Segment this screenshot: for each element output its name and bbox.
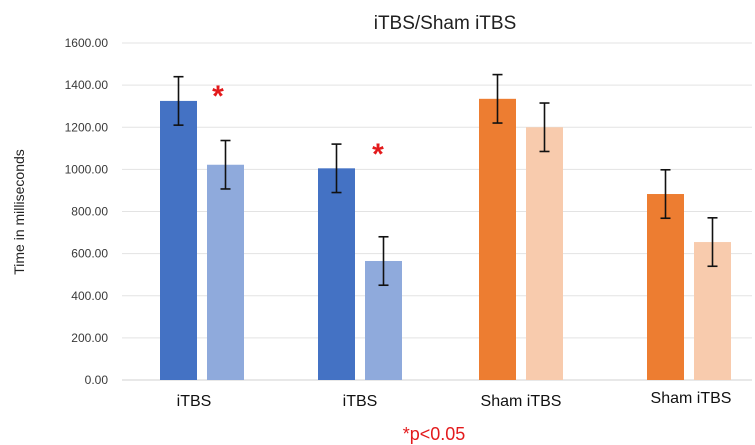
y-tick-label: 400.00 bbox=[71, 289, 108, 303]
y-tick-label: 200.00 bbox=[71, 331, 108, 345]
y-tick-label: 600.00 bbox=[71, 247, 108, 261]
significance-markers: ** bbox=[212, 80, 384, 171]
y-axis-label: Time in milliseconds bbox=[11, 149, 27, 275]
y-tick-labels: 0.00 200.00 400.00 600.00 800.00 1000.00 1200.… bbox=[65, 36, 109, 387]
category-label: Sham iTBS bbox=[481, 393, 562, 410]
bar-2-1 bbox=[318, 168, 355, 380]
category-label: iTBS bbox=[177, 393, 212, 410]
chart-title: iTBS/Sham iTBS bbox=[374, 13, 517, 34]
significance-footnote: *p<0.05 bbox=[403, 424, 466, 444]
category-labels: iTBS iTBS Sham iTBS Sham iTBS bbox=[177, 390, 732, 410]
category-label: iTBS bbox=[343, 393, 378, 410]
y-tick-label: 1200.00 bbox=[65, 120, 109, 134]
bar-1-2 bbox=[207, 164, 244, 380]
bar-3-1 bbox=[479, 98, 516, 381]
y-tick-label: 1000.00 bbox=[65, 162, 109, 176]
y-tick-label: 1600.00 bbox=[65, 36, 109, 50]
bar-4-1 bbox=[647, 194, 684, 380]
y-tick-label: 800.00 bbox=[71, 205, 108, 219]
bar-1-1 bbox=[160, 100, 197, 380]
bar-3-2 bbox=[526, 127, 563, 380]
category-label: Sham iTBS bbox=[651, 390, 732, 407]
y-tick-label: 0.00 bbox=[85, 373, 109, 387]
significance-asterisk: * bbox=[372, 138, 384, 171]
error-bars bbox=[173, 73, 718, 287]
bars bbox=[160, 98, 731, 381]
y-tick-label: 1400.00 bbox=[65, 78, 109, 92]
significance-asterisk: * bbox=[212, 80, 224, 113]
